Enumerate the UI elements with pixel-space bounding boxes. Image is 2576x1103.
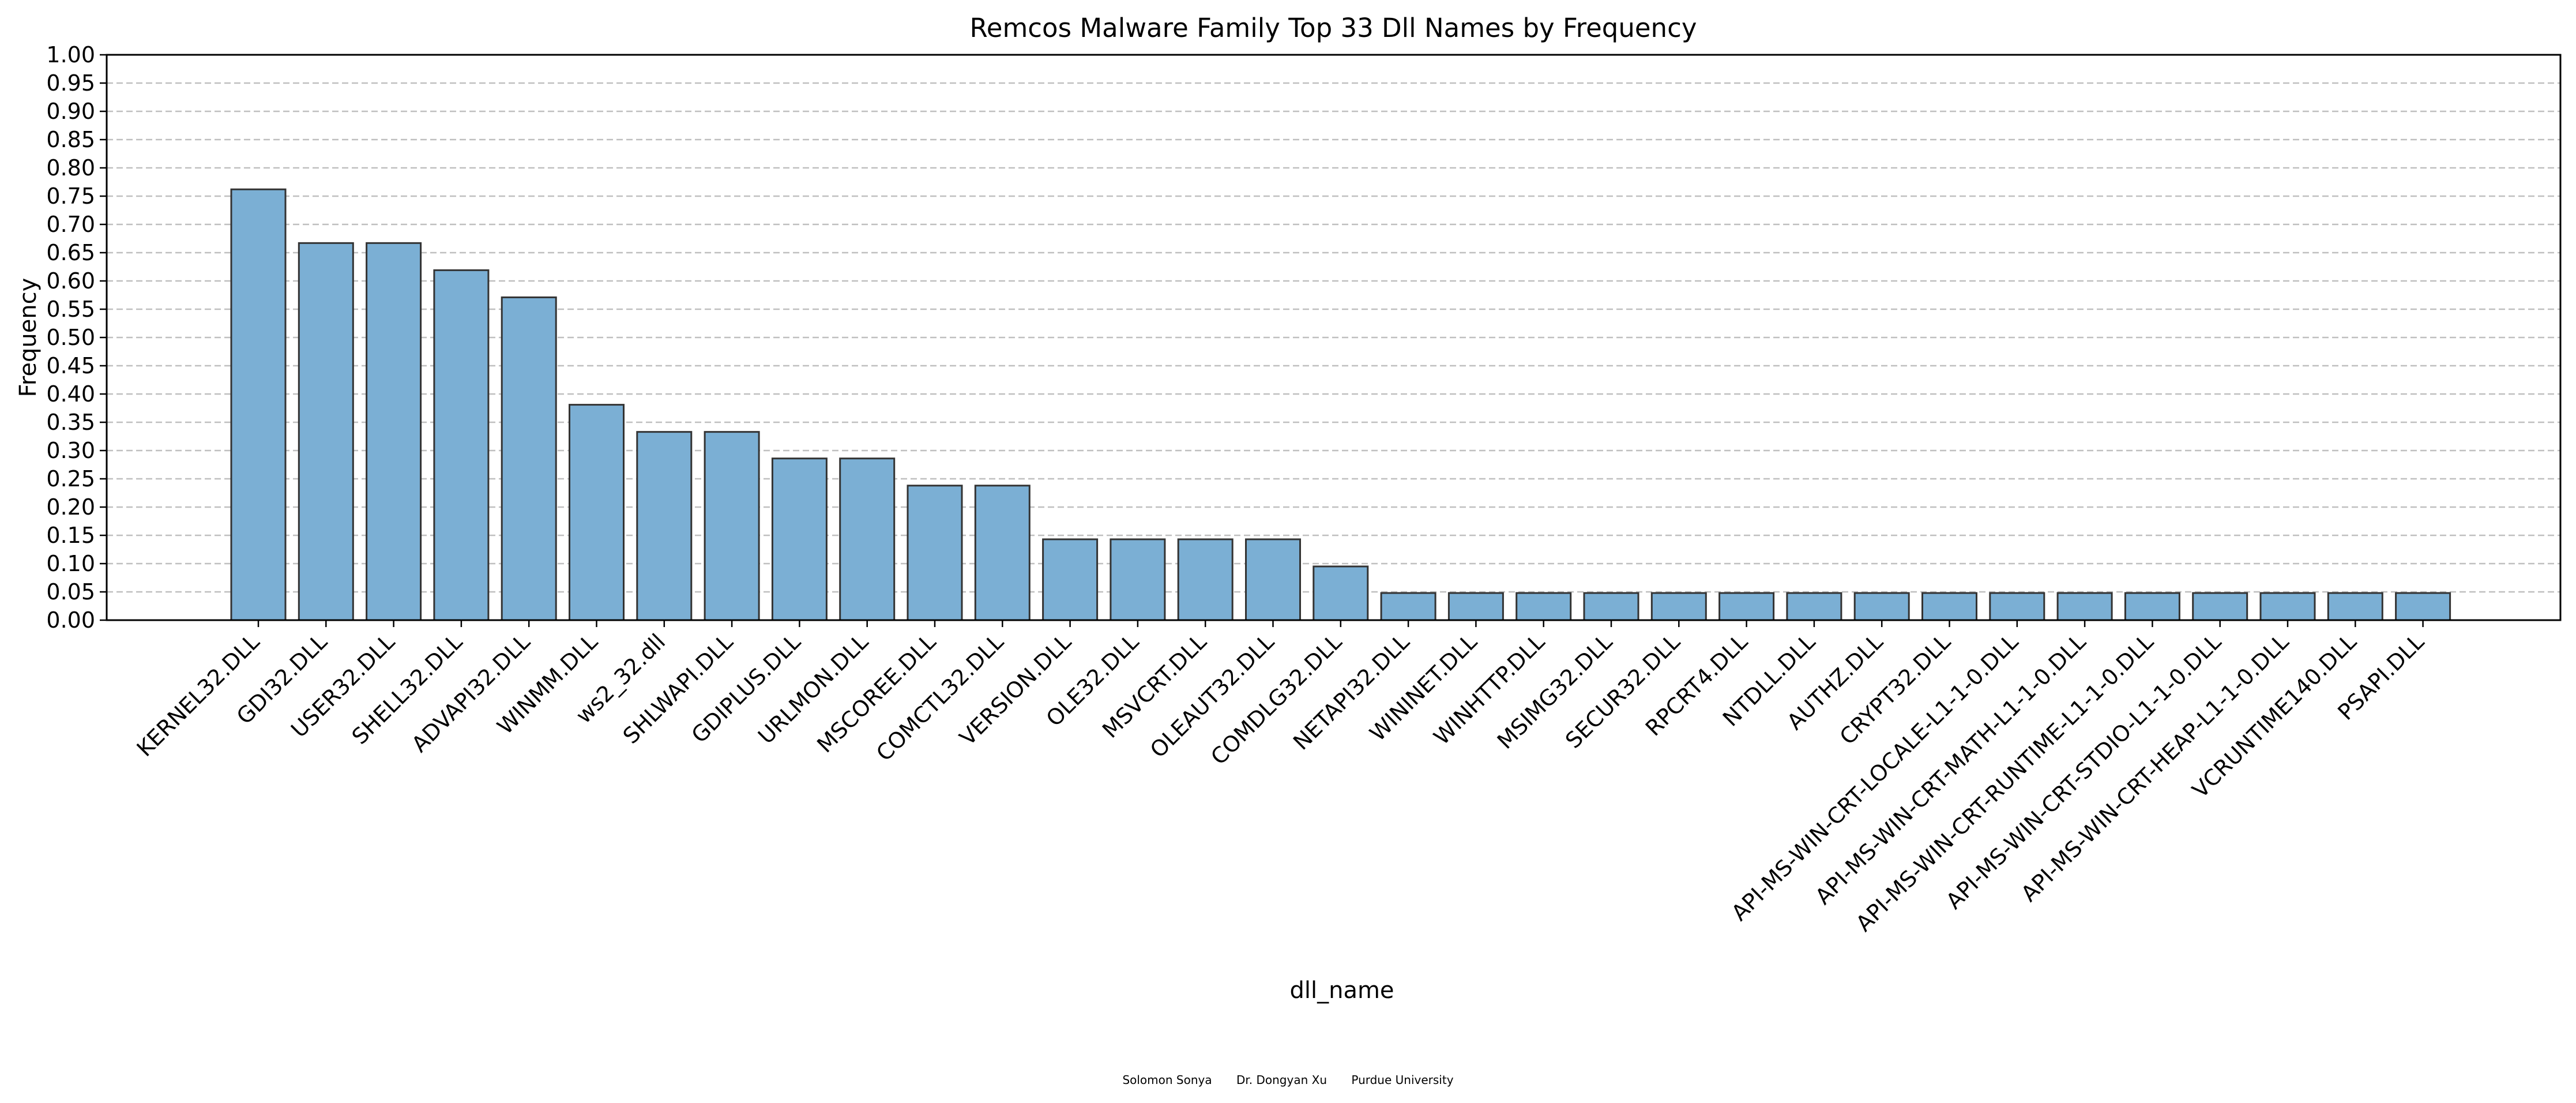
y-tick-label-0: 0.00 [46,607,95,633]
bar-8 [771,457,828,621]
bar-23 [1786,592,1842,621]
bar-28 [2124,592,2180,621]
y-tick-label-2: 0.10 [46,551,95,576]
bar-2 [366,242,422,621]
y-tick-label-5: 0.25 [46,466,95,492]
bar-14 [1177,538,1234,621]
bar-16 [1313,565,1369,621]
bar-30 [2259,592,2316,621]
bar-1 [298,242,354,621]
y-tick-label-18: 0.90 [46,99,95,124]
footer-institution: Purdue University [1351,1073,1454,1087]
footer-author-1: Solomon Sonya [1122,1073,1212,1087]
bar-29 [2192,592,2248,621]
bar-32 [2395,592,2451,621]
bar-19 [1515,592,1572,621]
y-tick-label-19: 0.95 [46,70,95,96]
y-tick-label-16: 0.80 [46,155,95,181]
y-tick-label-20: 1.00 [46,42,95,67]
y-tick-label-15: 0.75 [46,183,95,209]
bar-25 [1921,592,1977,621]
chart-title: Remcos Malware Family Top 33 Dll Names b… [970,13,1697,43]
bar-13 [1110,538,1166,621]
bar-22 [1718,592,1775,621]
footer-credits: Solomon Sonya Dr. Dongyan Xu Purdue Univ… [0,1073,2576,1087]
y-axis-label: Frequency [15,278,42,397]
bar-18 [1447,592,1504,621]
bar-31 [2327,592,2383,621]
bar-26 [1989,592,2045,621]
bar-17 [1380,592,1436,621]
y-axis-ticks: 0.000.05 0.10 0.15 0.200.25 0.30 0.35 0.40 0.45… [46,42,107,633]
y-tick-label-1: 0.05 [46,579,95,605]
y-tick-label-10: 0.50 [46,325,95,350]
y-tick-label-12: 0.60 [46,268,95,294]
bar-15 [1245,538,1301,621]
y-tick-label-3: 0.15 [46,523,95,548]
bar-11 [974,485,1031,621]
y-tick-label-6: 0.30 [46,438,95,463]
y-tick-label-8: 0.40 [46,381,95,407]
y-tick-label-9: 0.45 [46,353,95,378]
y-tick-label-4: 0.20 [46,494,95,520]
bar-6 [636,431,693,621]
y-tick-label-14: 0.70 [46,212,95,237]
bar-27 [2056,592,2113,621]
bar-0 [230,188,287,621]
bar-10 [907,485,963,621]
bar-12 [1042,538,1099,621]
bar-5 [569,404,625,621]
bar-24 [1853,592,1910,621]
bar-20 [1583,592,1639,621]
bars [230,188,2451,621]
y-tick-label-17: 0.85 [46,127,95,152]
y-tick-label-11: 0.55 [46,297,95,322]
x-axis-label: dll_name [1289,977,1394,1004]
y-tick-label-13: 0.65 [46,240,95,265]
bar-7 [704,431,760,621]
bar-4 [501,296,557,621]
bar-21 [1650,592,1707,621]
footer-author-2: Dr. Dongyan Xu [1236,1073,1327,1087]
gridlines [107,82,2560,593]
bar-3 [433,269,490,621]
bar-9 [839,457,896,621]
y-tick-label-7: 0.35 [46,410,95,435]
